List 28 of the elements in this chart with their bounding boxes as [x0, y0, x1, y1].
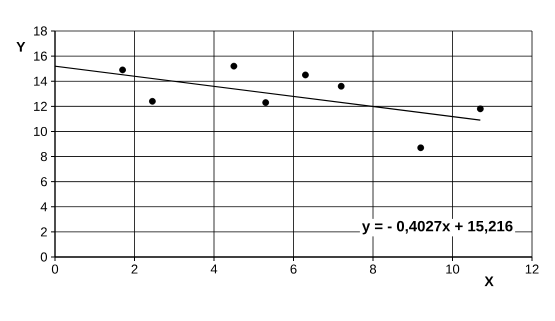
point [302, 72, 309, 78]
point [476, 105, 484, 112]
annotation: y = - 0,4027x + 15,216 [362, 220, 513, 234]
y-tick-label: 2 [40, 227, 47, 236]
point [338, 82, 345, 90]
point [417, 144, 424, 152]
x-tick-label: 6 [290, 264, 297, 274]
y-tick-label: 6 [40, 177, 47, 186]
x-tick-label: 2 [132, 264, 138, 274]
point [119, 66, 126, 74]
x-tick-label: 12 [526, 264, 539, 274]
x-tick-label: 10 [446, 264, 460, 274]
y-tick-label: 14 [34, 76, 48, 86]
y-tick-label: 4 [40, 202, 48, 212]
y-tick-label: 16 [34, 52, 47, 61]
y-tick-label: 8 [40, 152, 47, 162]
y-tick-label: 18 [34, 26, 47, 36]
point [262, 99, 270, 106]
x-axis-title: X [484, 276, 494, 286]
y-axis-title: Y [16, 42, 26, 52]
x-tick-label: 4 [210, 264, 218, 274]
x-tick-label: 8 [370, 264, 376, 274]
y-tick-label: 0 [40, 252, 47, 262]
y-tick-label: 12 [34, 102, 47, 111]
x-tick-label: 0 [52, 264, 58, 274]
point [149, 98, 156, 105]
point [230, 62, 238, 70]
y-tick-label: 10 [34, 126, 47, 136]
